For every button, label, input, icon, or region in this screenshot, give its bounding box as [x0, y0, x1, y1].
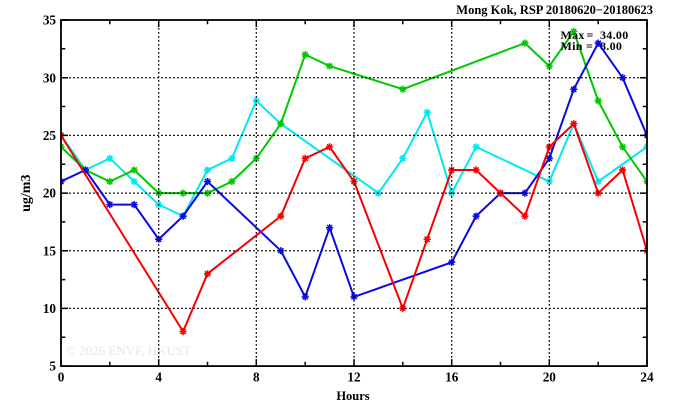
svg-text:4: 4 [155, 370, 162, 385]
svg-text:Hours: Hours [336, 389, 369, 403]
svg-text:=: = [587, 28, 594, 42]
svg-text:35: 35 [43, 13, 57, 28]
svg-text:24: 24 [640, 370, 654, 385]
svg-text:30: 30 [43, 70, 57, 85]
svg-text:ug/m3: ug/m3 [19, 175, 34, 212]
svg-text:Min: Min [561, 39, 583, 53]
svg-text:25: 25 [43, 128, 57, 143]
svg-text:15: 15 [43, 243, 57, 258]
svg-text:Mong Kok, RSP 20180620−2018062: Mong Kok, RSP 20180620−20180623 [456, 3, 653, 17]
svg-text:12: 12 [347, 370, 361, 385]
svg-text:16: 16 [445, 370, 459, 385]
svg-text:20: 20 [43, 186, 57, 201]
svg-text:0: 0 [58, 370, 65, 385]
svg-text:5: 5 [49, 359, 56, 374]
svg-text:8.00: 8.00 [600, 39, 622, 53]
svg-text:Max: Max [561, 28, 585, 42]
svg-text:8: 8 [253, 370, 260, 385]
svg-text:34.00: 34.00 [600, 28, 629, 42]
svg-text:© 2026 ENVF, HKUST: © 2026 ENVF, HKUST [66, 343, 191, 358]
svg-text:10: 10 [43, 301, 57, 316]
svg-text:=: = [586, 39, 593, 53]
svg-text:20: 20 [543, 370, 557, 385]
